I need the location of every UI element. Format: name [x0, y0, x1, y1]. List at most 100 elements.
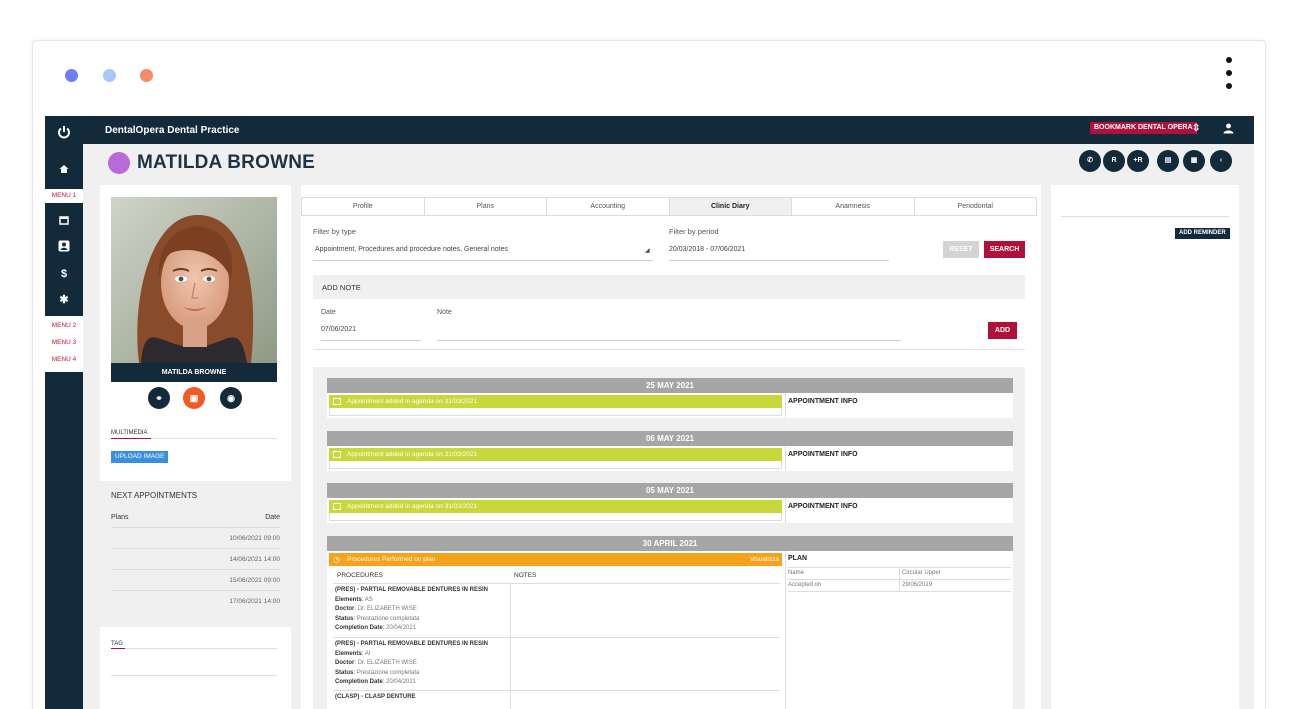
dropdown-arrow-icon[interactable]: ◢: [645, 248, 650, 254]
procedures-header-divider: [333, 583, 780, 584]
event-note-area: [329, 513, 782, 521]
col-notes: NOTES: [514, 572, 537, 579]
window-dot-blue[interactable]: [65, 69, 78, 82]
view-button[interactable]: ◉: [220, 387, 242, 409]
note-text-input[interactable]: [437, 340, 901, 341]
reminders-divider: [1061, 216, 1229, 217]
sidebar-menu-2[interactable]: MENU 2: [51, 322, 77, 329]
add-prescription-button[interactable]: +R: [1127, 150, 1149, 172]
tab-profile[interactable]: Profile: [302, 198, 425, 215]
tab-accounting[interactable]: Accounting: [547, 198, 670, 215]
procedures-entry: ◷ Procedures Performed on plan Visualizz…: [327, 551, 1013, 709]
window-dot-orange[interactable]: [140, 69, 153, 82]
camera-button[interactable]: ▣: [183, 387, 205, 409]
patient-panel: MATILDA BROWNE ⚭ ▣ ◉ MULTIMEDIA UPLOAD I…: [100, 185, 291, 709]
tab-clinic-diary[interactable]: Clinic Diary: [669, 198, 792, 215]
procedure-divider: [333, 637, 780, 638]
calendar-icon: [333, 451, 341, 458]
procedure-item[interactable]: (CLASP) - CLASP DENTURE: [335, 694, 416, 700]
note-text-label: Note: [437, 309, 452, 316]
app-container: DentalOpera Dental Practice BOOKMARK DEN…: [45, 116, 1254, 709]
filter-type-select[interactable]: Appointment, Procedures and procedure no…: [315, 246, 509, 253]
tab-plans[interactable]: Plans: [425, 198, 547, 215]
calendar-icon: [333, 398, 341, 405]
practice-name: DentalOpera Dental Practice: [105, 125, 240, 136]
tab-bar: Profile Plans Accounting Clinic Diary An…: [301, 197, 1037, 216]
plan-accepted-label: Accepted on: [788, 582, 822, 588]
kebab-menu-icon[interactable]: [1225, 57, 1233, 99]
window-dot-lightblue[interactable]: [103, 69, 116, 82]
filter-period-label: Filter by period: [669, 227, 719, 236]
col-plans: Plans: [111, 514, 129, 521]
tab-periodontal[interactable]: Periodontal: [957, 203, 993, 210]
upload-image-button[interactable]: UPLOAD IMAGE: [111, 451, 169, 463]
event-note-area: [329, 408, 782, 416]
appointment-row[interactable]: 17/06/2021 14:00: [111, 590, 280, 611]
power-icon[interactable]: [45, 125, 83, 142]
view-link[interactable]: Visualizza: [749, 556, 779, 563]
appointment-row[interactable]: 14/06/2021 14:00: [111, 548, 280, 569]
filter-period-input[interactable]: 20/03/2018 - 07/06/2021: [669, 246, 746, 253]
entry-separator: [785, 446, 786, 471]
family-button[interactable]: ⚭: [148, 387, 170, 409]
multimedia-underline: [111, 438, 151, 439]
appointment-row[interactable]: 10/06/2021 09:00: [111, 527, 280, 548]
patient-icon[interactable]: [45, 240, 83, 255]
plan-accepted-value: 29/06/2019: [902, 582, 933, 588]
back-button[interactable]: ‹: [1210, 150, 1232, 172]
multimedia-divider: [111, 438, 277, 439]
add-reminder-button[interactable]: ADD REMINDER: [1175, 228, 1230, 239]
clock-icon: ◷: [333, 555, 340, 564]
document-button[interactable]: ▦: [1183, 150, 1205, 172]
multimedia-label: MULTIMEDIA: [111, 430, 148, 436]
home-icon[interactable]: [45, 164, 83, 177]
tab-anamnesis[interactable]: Anamnesis: [792, 198, 915, 215]
appointment-info-link[interactable]: APPOINTMENT INFO: [788, 451, 858, 458]
add-note-button[interactable]: ADD: [988, 322, 1017, 339]
filter-period-underline: [669, 260, 889, 261]
clinic-diary-panel: Profile Plans Accounting Clinic Diary An…: [301, 185, 1041, 709]
collapse-icon[interactable]: ⇳: [1192, 123, 1201, 134]
add-note-divider: [313, 349, 1025, 350]
sidebar-menu-3[interactable]: MENU 3: [51, 339, 77, 346]
bookmark-button[interactable]: BOOKMARK DENTAL OPERA: [1090, 122, 1197, 134]
reset-button[interactable]: RESET: [943, 241, 979, 258]
entry-separator: [785, 498, 786, 523]
note-date-input[interactable]: 07/06/2021: [321, 326, 357, 333]
col-procedures: PROCEDURES: [337, 572, 383, 579]
plan-title: PLAN: [788, 555, 808, 562]
day-entry: Appointment added in agenda on 31/03/202…: [327, 498, 1013, 523]
calendar-icon[interactable]: [45, 215, 83, 228]
top-bar: DentalOpera Dental Practice BOOKMARK DEN…: [45, 116, 1254, 144]
appointment-event[interactable]: Appointment added in agenda on 31/03/202…: [329, 500, 782, 513]
next-appointments-title: NEXT APPOINTMENTS: [111, 491, 198, 500]
sidebar-menu-4[interactable]: MENU 4: [51, 356, 77, 363]
procedure-item[interactable]: (PRES) - PARTIAL REMOVABLE DENTURES IN R…: [335, 587, 489, 631]
gear-icon[interactable]: ✱: [59, 294, 69, 306]
tag-divider: [111, 648, 277, 649]
procedures-event[interactable]: ◷ Procedures Performed on plan Visualizz…: [329, 553, 782, 566]
menu-group: MENU 2 MENU 3 MENU 4: [45, 316, 83, 372]
filter-type-underline: [313, 260, 653, 261]
appointment-event[interactable]: Appointment added in agenda on 31/03/202…: [329, 395, 782, 408]
appointment-info-link[interactable]: APPOINTMENT INFO: [788, 398, 858, 405]
dollar-icon[interactable]: $: [60, 268, 68, 280]
day-header: 06 MAY 2021: [327, 431, 1013, 446]
col-date: Date: [265, 514, 280, 521]
user-icon[interactable]: [1223, 123, 1234, 137]
patient-photo: [111, 197, 277, 363]
appointment-info-link[interactable]: APPOINTMENT INFO: [788, 503, 858, 510]
appointment-event[interactable]: Appointment added in agenda on 31/03/202…: [329, 448, 782, 461]
appointment-row[interactable]: 15/06/2021 09:00: [111, 569, 280, 590]
day-header: 05 MAY 2021: [327, 483, 1013, 498]
whatsapp-button[interactable]: ✆: [1079, 150, 1101, 172]
day-header: 30 APRIL 2021: [327, 536, 1013, 551]
print-button[interactable]: ▤: [1157, 150, 1179, 172]
plan-row-divider: [788, 591, 1011, 592]
prescription-button[interactable]: R: [1103, 150, 1125, 172]
tag-label: TAG: [111, 641, 123, 647]
sidebar-menu-1[interactable]: MENU 1: [51, 192, 77, 199]
day-entry: Appointment added in agenda on 31/03/202…: [327, 393, 1013, 418]
search-button[interactable]: SEARCH: [984, 241, 1025, 258]
procedure-item[interactable]: (PRES) - PARTIAL REMOVABLE DENTURES IN R…: [335, 641, 489, 685]
